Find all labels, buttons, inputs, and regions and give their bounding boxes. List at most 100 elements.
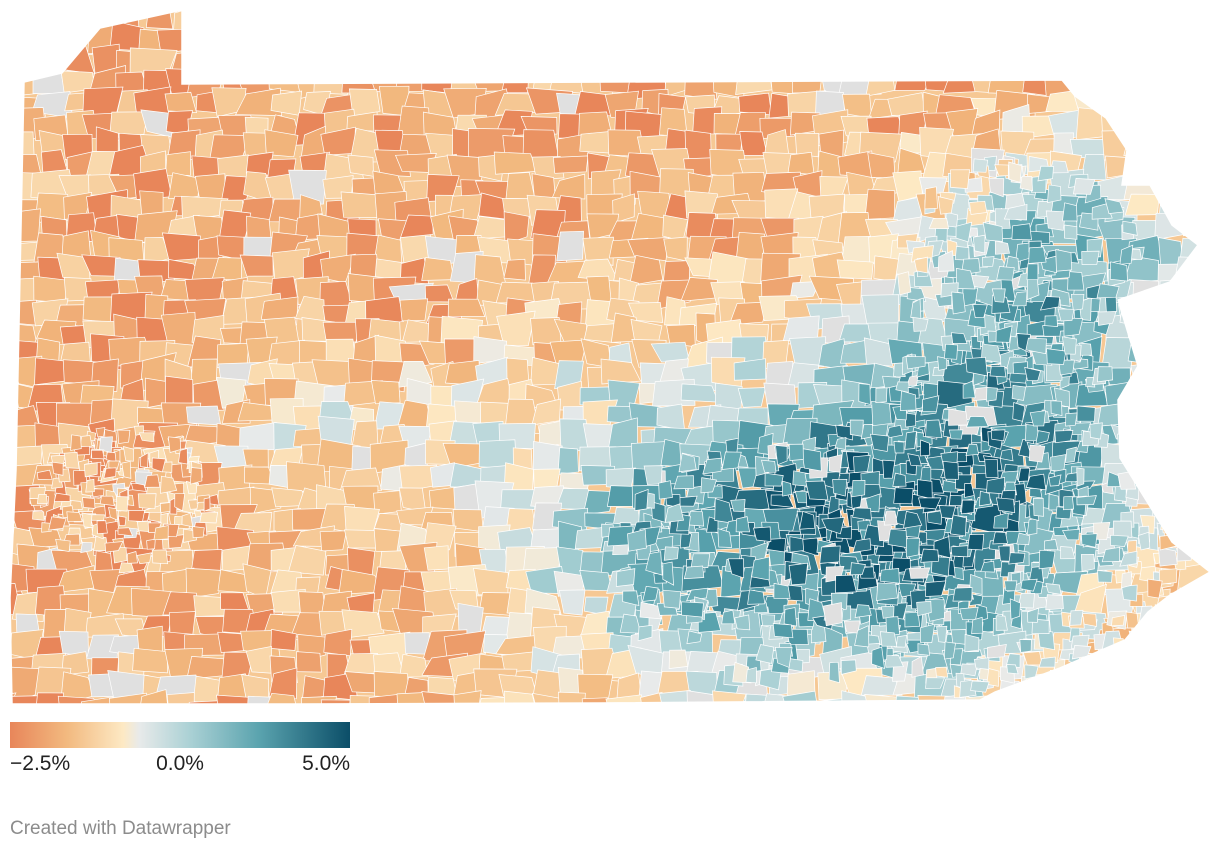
municipality-cell (1106, 10, 1132, 20)
municipality-cell (1172, 647, 1210, 682)
municipality-cell (917, 643, 930, 656)
municipality-cell (862, 30, 911, 57)
municipality-cell (1151, 482, 1187, 513)
municipality-cell (667, 30, 694, 60)
municipality-cell (663, 546, 679, 561)
municipality-cell (10, 378, 18, 410)
municipality-cell (401, 25, 437, 50)
municipality-cell (558, 691, 586, 704)
municipality-cell (1101, 546, 1121, 563)
municipality-cell (1128, 630, 1163, 654)
municipality-cell (711, 22, 738, 57)
municipality-cell (577, 258, 619, 282)
municipality-cell (876, 582, 899, 602)
municipality-cell (511, 0, 538, 9)
municipality-cell (943, 343, 958, 360)
municipality-cell (925, 419, 943, 439)
municipality-cell (317, 30, 356, 50)
municipality-cell (551, 173, 586, 200)
municipality-cell (1051, 30, 1082, 53)
municipality-cell (683, 565, 705, 580)
municipality-cell (875, 387, 888, 403)
municipality-cell (1128, 428, 1143, 442)
municipality-cell (1147, 457, 1163, 478)
municipality-cell (948, 408, 969, 426)
municipality-cell (864, 188, 896, 220)
municipality-cell (789, 536, 805, 553)
municipality-cell (137, 493, 157, 510)
municipality-cell (1120, 427, 1136, 444)
municipality-cell (1148, 344, 1186, 368)
municipality-cell (371, 24, 407, 54)
municipality-cell (1056, 10, 1083, 15)
municipality-cell (1154, 604, 1189, 641)
municipality-cell (661, 10, 694, 16)
municipality-cell (859, 49, 900, 73)
municipality-cell (972, 158, 989, 173)
municipality-cell (557, 43, 581, 77)
municipality-cell (1181, 27, 1210, 49)
municipality-cell (10, 151, 14, 185)
municipality-cell (941, 46, 980, 81)
municipality-cell (372, 51, 408, 77)
municipality-cell (36, 493, 48, 504)
municipality-cell (320, 47, 357, 74)
municipality-cell (962, 287, 979, 307)
municipality-cell (734, 10, 775, 13)
municipality-cell (801, 448, 822, 472)
municipality-cell (681, 601, 704, 618)
municipality-cell (1121, 413, 1136, 431)
municipality-cell (986, 387, 998, 402)
municipality-cell (556, 230, 584, 262)
municipality-cell (1033, 497, 1044, 517)
municipality-cell (854, 604, 872, 618)
municipality-cell (792, 70, 823, 94)
municipality-cell (950, 169, 970, 189)
municipality-cell (779, 10, 819, 14)
municipality-cell (265, 51, 302, 73)
municipality-cell (1152, 445, 1185, 472)
municipality-cell (583, 323, 622, 344)
municipality-cell (166, 692, 195, 704)
municipality-cell (1181, 155, 1210, 183)
municipality-cell (828, 661, 840, 684)
municipality-cell (1064, 224, 1078, 240)
municipality-cell (10, 41, 16, 76)
municipality-cell (1127, 401, 1163, 435)
municipality-cell (235, 87, 283, 116)
municipality-cell (1011, 223, 1032, 241)
municipality-cell (1067, 271, 1085, 291)
municipality-cell (1151, 399, 1184, 436)
municipality-cell (992, 531, 1008, 545)
municipality-cell (1123, 689, 1159, 704)
municipality-cell (1126, 422, 1146, 443)
municipality-cell (835, 574, 857, 594)
municipality-cell (630, 10, 668, 17)
municipality-cell (582, 490, 616, 516)
municipality-cell (1168, 476, 1182, 487)
municipality-cell (128, 510, 146, 522)
municipality-cell (1029, 410, 1046, 427)
municipality-cell (764, 24, 789, 61)
municipality-cell (397, 360, 433, 388)
municipality-cell (1137, 451, 1153, 464)
municipality-cell (33, 692, 64, 704)
municipality-cell (392, 10, 433, 35)
municipality-cell (789, 336, 827, 368)
municipality-cell (1108, 688, 1140, 704)
municipality-cell (993, 47, 1029, 73)
municipality-cell (32, 511, 45, 521)
municipality-cell (242, 448, 269, 468)
municipality-cell (637, 28, 663, 61)
municipality-cell (1135, 443, 1156, 459)
municipality-cell (1185, 501, 1210, 535)
municipality-cell (1150, 358, 1181, 383)
municipality-cell (1182, 303, 1210, 329)
municipality-cell (199, 511, 219, 524)
municipality-cell (428, 23, 468, 55)
municipality-cell (582, 236, 614, 266)
municipality-cell (1043, 670, 1088, 702)
municipality-cell (734, 614, 751, 631)
municipality-cell (161, 232, 203, 262)
municipality-cell (1123, 74, 1160, 98)
